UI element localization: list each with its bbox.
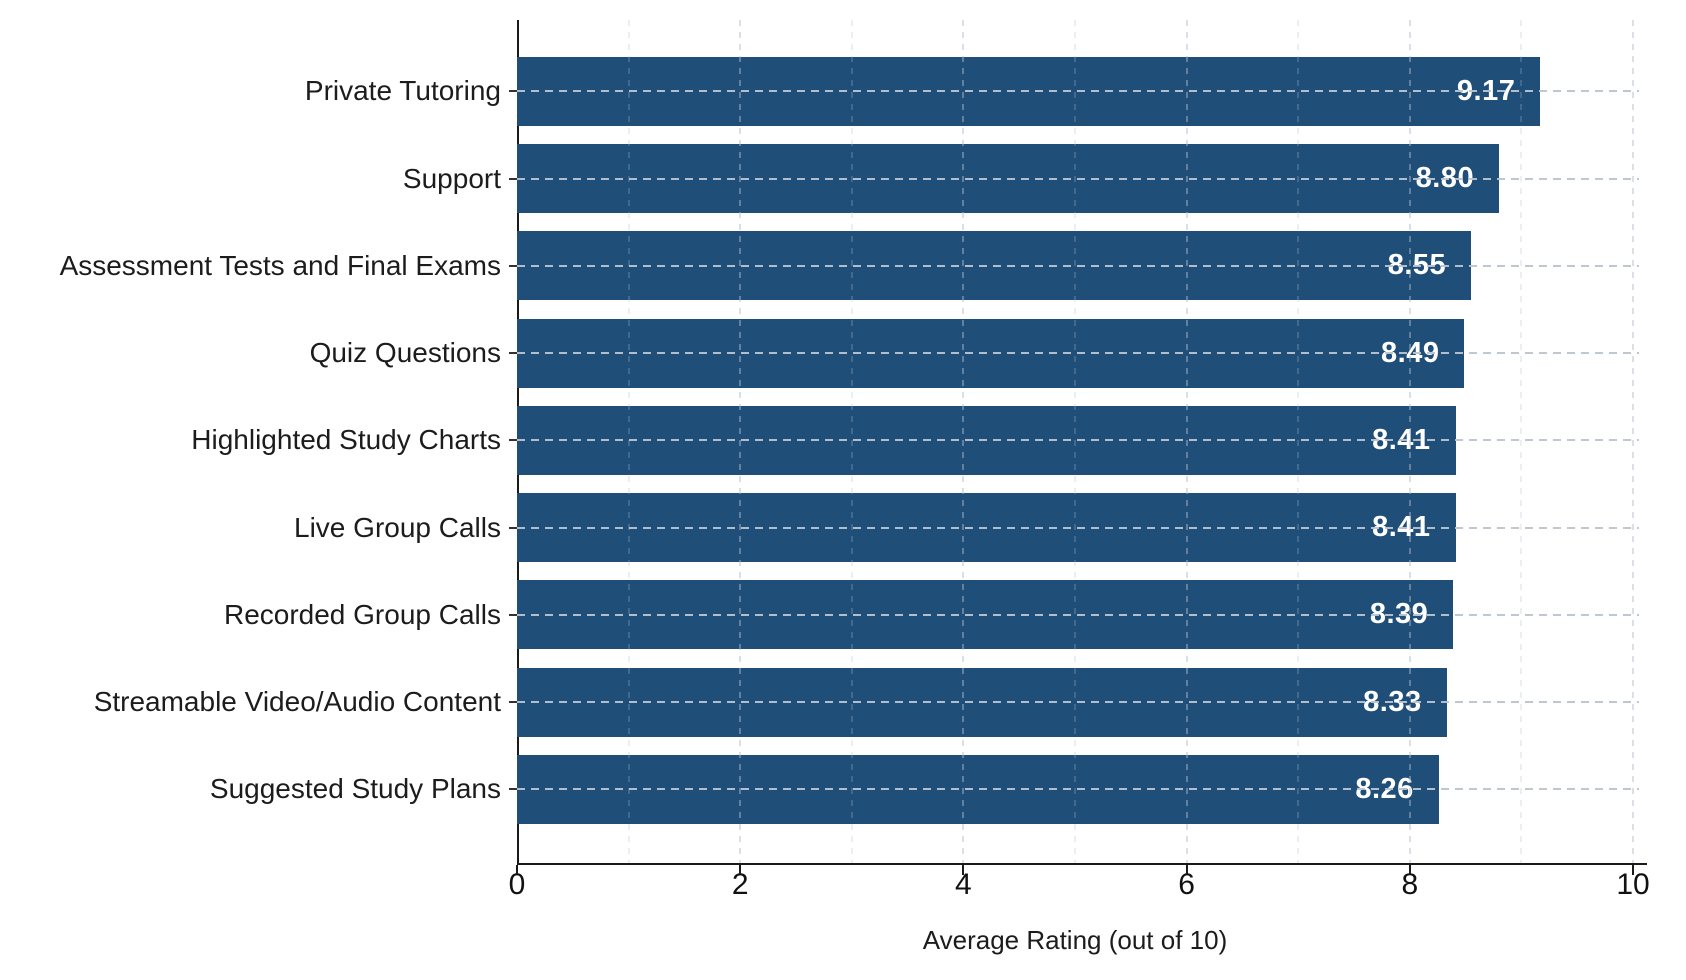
x-axis-tick-label: 2 [731, 868, 749, 901]
category-label: Live Group Calls [294, 511, 501, 543]
x-axis-tick [1185, 865, 1188, 875]
horizontal-gridline [517, 788, 1639, 791]
y-axis-tick [509, 526, 517, 529]
category-label: Streamable Video/Audio Content [93, 686, 501, 718]
horizontal-gridline [517, 439, 1639, 442]
horizontal-gridline [517, 177, 1639, 180]
horizontal-gridline [517, 613, 1639, 616]
x-axis-line [517, 863, 1647, 865]
vertical-gridline [627, 20, 630, 863]
x-axis-tick [1408, 865, 1411, 875]
plot-area: 9.178.808.558.498.418.418.398.338.26 [517, 20, 1639, 863]
vertical-gridline [1074, 20, 1076, 863]
category-label: Recorded Group Calls [223, 598, 501, 630]
vertical-gridline [1520, 20, 1523, 863]
category-label: Highlighted Study Charts [191, 424, 501, 456]
category-label: Private Tutoring [304, 75, 501, 107]
vertical-gridline [739, 20, 742, 863]
category-label: Assessment Tests and Final Exams [59, 249, 501, 281]
x-axis-tick [739, 865, 742, 875]
vertical-gridline [850, 20, 853, 863]
horizontal-gridline [517, 526, 1639, 529]
x-axis-tick-label: 6 [1178, 868, 1195, 901]
horizontal-gridline [517, 90, 1639, 93]
y-axis-tick [509, 788, 517, 791]
x-axis-tick-label: 10 [1616, 868, 1650, 901]
category-label: Quiz Questions [309, 337, 501, 369]
y-axis-tick [509, 352, 517, 355]
x-axis-tick-label: 0 [508, 868, 526, 901]
x-axis-tick [962, 865, 965, 875]
x-axis-tick [1632, 865, 1634, 875]
category-label: Suggested Study Plans [209, 773, 501, 805]
horizontal-gridline [517, 264, 1639, 267]
x-axis-title: Average Rating (out of 10) [922, 925, 1228, 955]
horizontal-gridline [517, 701, 1639, 704]
y-axis-tick [509, 177, 517, 180]
vertical-gridline [1297, 20, 1300, 863]
y-axis-tick [509, 264, 517, 267]
vertical-gridline [962, 20, 965, 863]
horizontal-gridline [517, 352, 1639, 355]
x-axis-tick [516, 865, 518, 875]
x-axis-tick-label: 4 [955, 868, 972, 901]
vertical-gridline [1632, 20, 1634, 863]
category-label: Support [402, 162, 501, 194]
y-axis-tick [509, 90, 517, 93]
x-axis-tick-label: 8 [1401, 868, 1419, 901]
vertical-gridline [1408, 20, 1411, 863]
y-axis-tick [509, 613, 517, 616]
vertical-gridline [1185, 20, 1188, 863]
y-axis-tick [509, 439, 517, 442]
y-axis-tick [509, 701, 517, 704]
